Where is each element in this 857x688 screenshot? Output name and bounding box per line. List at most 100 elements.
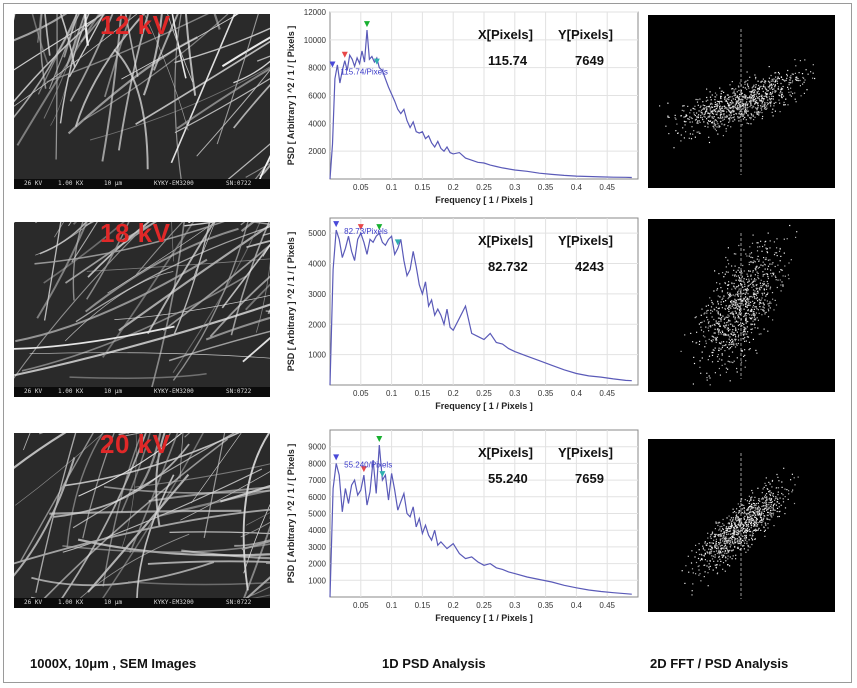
fft-speck: [728, 329, 730, 331]
fft-speck: [761, 314, 763, 316]
fft-speck: [667, 102, 669, 104]
fft-speck: [684, 334, 686, 336]
fft-speck: [706, 372, 708, 374]
fft-speck: [769, 259, 771, 261]
fft-speck: [725, 532, 727, 534]
fft-speck: [702, 548, 704, 550]
fft-speck: [788, 493, 790, 495]
fft-speck: [704, 571, 706, 573]
fft-speck: [734, 541, 736, 543]
fft-speck: [764, 482, 766, 484]
fft-speck: [705, 109, 708, 111]
fft-speck: [773, 78, 775, 80]
fft-speck: [745, 102, 747, 104]
sem-fiber: [87, 473, 190, 593]
fft-speck: [730, 300, 732, 303]
fft-speck: [760, 105, 762, 107]
fft-speck: [738, 290, 740, 292]
fft-speck: [720, 318, 722, 320]
fft-speck: [747, 309, 749, 311]
fft-speck: [736, 91, 738, 93]
fft-speck: [770, 93, 772, 95]
fft-speck: [742, 98, 744, 101]
fft-speck: [740, 512, 742, 514]
fft-speck: [711, 550, 713, 552]
fft-speck: [759, 246, 761, 248]
fft-speck: [771, 78, 773, 80]
x-tick-label: 0.4: [571, 389, 583, 398]
fft-speck: [734, 542, 737, 544]
fft-speck: [712, 339, 714, 341]
fft-speck: [743, 249, 745, 251]
fft-speck: [711, 316, 713, 318]
fft-speck: [736, 538, 739, 540]
fft-speck: [751, 539, 754, 541]
y-tick-label: 4000: [308, 119, 326, 128]
fft-speck: [746, 514, 748, 516]
fft-speck: [732, 536, 734, 539]
fft-speck: [685, 121, 687, 123]
fft-speck: [723, 333, 725, 335]
fft-speck: [727, 298, 729, 300]
sem-fiber: [155, 433, 171, 464]
fft-speck: [690, 109, 692, 111]
fft-speck: [709, 107, 711, 109]
fft-speck: [710, 299, 713, 302]
fft-speck: [706, 312, 708, 314]
fft-speck: [770, 80, 772, 82]
sem-fiber: [179, 433, 184, 479]
fft-speck: [800, 95, 802, 97]
fft-speck: [733, 521, 735, 523]
fft-speck: [744, 104, 747, 106]
fft-speck: [717, 354, 719, 356]
fft-speck: [737, 547, 739, 549]
fft-speck: [740, 518, 742, 520]
y-tick-label: 5000: [308, 510, 326, 519]
fft-speck: [713, 560, 715, 562]
fft-speck: [741, 504, 743, 506]
fft-speck: [704, 559, 706, 561]
fft-speck: [708, 112, 710, 114]
fft-speck: [750, 275, 752, 277]
fft-speck: [715, 566, 717, 568]
fft-speck: [717, 323, 720, 325]
fft-speck: [732, 334, 734, 336]
fft-speck: [719, 331, 721, 333]
fft-speck: [744, 354, 746, 356]
fft-speck: [731, 305, 733, 307]
fft-speck: [715, 322, 717, 324]
y-tick-label: 8000: [308, 64, 326, 73]
sem-voltage-label: 20 kV: [100, 433, 171, 459]
fft-speck: [709, 551, 711, 553]
fft-speck: [745, 302, 747, 304]
fft-speck: [788, 262, 790, 264]
fft-speck: [740, 521, 742, 523]
fft-speck: [734, 104, 736, 106]
fft-speck: [720, 111, 722, 113]
fft-speck: [739, 549, 741, 551]
fft-speck: [711, 106, 714, 108]
fft-speck: [763, 289, 765, 291]
fft-speck: [701, 308, 703, 310]
fft-speck: [770, 84, 772, 86]
fft-speck: [738, 519, 740, 521]
fft-speck: [755, 267, 757, 269]
fft-speck: [720, 560, 722, 562]
fft-speck: [744, 349, 746, 351]
fft-speck: [764, 312, 766, 314]
fft-speck: [776, 82, 779, 84]
fft-speck: [738, 95, 740, 98]
fft-speck: [772, 95, 774, 98]
fft-speck: [720, 544, 723, 546]
fft-speck: [751, 503, 753, 505]
fft-speck: [765, 502, 767, 504]
fft-speck: [719, 558, 721, 560]
fft-speck: [754, 274, 756, 276]
fft-speck: [716, 336, 718, 338]
fft-speck: [712, 351, 714, 354]
fft-speck: [772, 115, 774, 117]
fft-speck: [711, 94, 713, 96]
sem-fiber: [37, 14, 42, 43]
fft-speck: [749, 91, 751, 93]
fft-speck: [771, 85, 773, 87]
